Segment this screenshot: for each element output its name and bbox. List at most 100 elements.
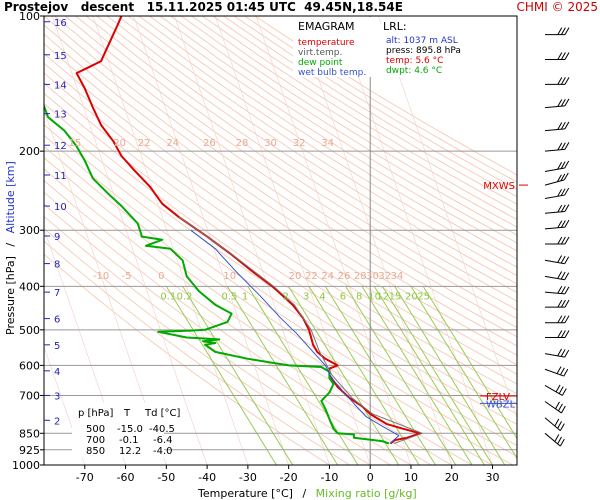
dry-adiabat bbox=[107, 16, 517, 285]
wind-barb-feather bbox=[555, 401, 560, 410]
dry-adiabat bbox=[44, 72, 517, 395]
wind-barb-feather bbox=[557, 220, 563, 229]
altitude-label: 15 bbox=[54, 51, 67, 62]
dry-adiabat-label: 28 bbox=[354, 271, 367, 282]
wind-barb-feather bbox=[557, 52, 563, 60]
dry-adiabat-label: 26 bbox=[203, 138, 216, 149]
mixing-ratio-label: 12 bbox=[376, 291, 389, 302]
wind-barb-feather bbox=[560, 161, 566, 169]
wind-barb-shaft bbox=[544, 401, 562, 414]
lrl-title: LRL: bbox=[383, 20, 407, 33]
table-row-700-p: 700 bbox=[86, 435, 105, 446]
wind-barb-feather bbox=[557, 236, 563, 245]
wind-barb-feather bbox=[557, 122, 563, 130]
y-tick-label: 600 bbox=[19, 359, 40, 372]
wind-barb-feather bbox=[555, 384, 561, 393]
mixing-ratio-line bbox=[361, 286, 473, 465]
series-wet-bulb-temp bbox=[190, 229, 400, 444]
wind-barb-feather bbox=[564, 299, 570, 308]
x-tick-label: -10 bbox=[320, 471, 338, 484]
wind-barb-feather bbox=[557, 255, 563, 263]
wind-barb-feather bbox=[554, 418, 560, 427]
wind-barb-feather bbox=[557, 162, 563, 170]
table-row-700-t: -0.1 bbox=[119, 435, 139, 446]
y-axis-label-separator: / bbox=[4, 243, 17, 247]
isotherm bbox=[51, 16, 208, 465]
altitude-label: 5 bbox=[54, 341, 60, 352]
x-tick-label: -70 bbox=[76, 471, 94, 484]
wind-barb bbox=[544, 401, 566, 414]
dry-adiabat bbox=[223, 16, 517, 198]
wind-barb-feather bbox=[558, 386, 564, 394]
fzlv-label: FZLV bbox=[486, 392, 510, 403]
altitude-label: 7 bbox=[54, 288, 60, 299]
dry-adiabat-label: 30 bbox=[366, 271, 379, 282]
wind-barb-feather bbox=[561, 388, 567, 396]
dry-adiabat-label: -5 bbox=[121, 271, 131, 282]
wind-barb-feather bbox=[563, 368, 569, 377]
wind-barb-feather bbox=[560, 27, 566, 35]
wind-barb-feather bbox=[559, 438, 565, 447]
y-tick-label: 700 bbox=[19, 389, 40, 402]
y-tick-label: 200 bbox=[19, 145, 40, 158]
dry-adiabat bbox=[44, 82, 517, 405]
wind-barb bbox=[545, 236, 570, 245]
wind-barb-feather bbox=[557, 330, 563, 338]
wind-barb-feather bbox=[564, 27, 570, 35]
mixing-ratio-line bbox=[247, 286, 359, 465]
altitude-label: 16 bbox=[54, 18, 67, 29]
altitude-label: 8 bbox=[54, 260, 60, 271]
wind-barb-feather bbox=[557, 403, 563, 412]
legend-box bbox=[293, 17, 377, 77]
table-row-850-t: 12.2 bbox=[119, 446, 141, 457]
dry-adiabat bbox=[75, 16, 517, 311]
wind-barb-feather bbox=[564, 272, 570, 281]
altitude-label: 6 bbox=[54, 315, 60, 326]
wind-barb-shaft bbox=[544, 368, 564, 377]
wind-barb-feather bbox=[564, 330, 570, 338]
altitude-label: 11 bbox=[54, 171, 67, 182]
dry-adiabat bbox=[159, 16, 517, 244]
wind-barb-feather bbox=[560, 77, 566, 85]
x-tick-label: -30 bbox=[239, 471, 257, 484]
y-tick-label: 500 bbox=[19, 324, 40, 337]
wind-barb-feather bbox=[557, 189, 563, 197]
mixing-ratio-label: 2 bbox=[283, 291, 289, 302]
mixing-ratio-label: 4 bbox=[319, 291, 325, 302]
dry-adiabat bbox=[191, 16, 517, 220]
wind-barb bbox=[544, 219, 570, 230]
wind-barb-feather bbox=[557, 285, 563, 294]
dry-adiabat bbox=[44, 62, 517, 385]
wind-barb-feather bbox=[557, 77, 563, 85]
wind-barb-feather bbox=[564, 98, 570, 107]
series-temperature bbox=[75, 16, 421, 445]
wind-barb-feather bbox=[564, 315, 570, 323]
y-tick-label: 925 bbox=[19, 444, 40, 457]
lrl-press: press: 895.8 hPa bbox=[386, 46, 461, 56]
table-row-500-t: -15.0 bbox=[117, 424, 143, 435]
dry-adiabat bbox=[170, 16, 517, 236]
mixing-ratio-line bbox=[165, 286, 277, 465]
wind-barb-feather bbox=[560, 315, 566, 323]
dry-adiabat bbox=[64, 16, 517, 320]
mixing-ratio-line bbox=[345, 286, 457, 465]
legend-dew-point: dew point bbox=[298, 58, 343, 68]
mixing-ratio-label: 0.1 bbox=[160, 291, 176, 302]
mixing-ratio-line bbox=[382, 286, 493, 465]
wind-barb-feather bbox=[557, 271, 563, 279]
altitude-label: 2 bbox=[54, 416, 60, 427]
wind-barb bbox=[544, 204, 570, 214]
wind-barb bbox=[544, 348, 570, 358]
wind-barb-feather bbox=[557, 27, 563, 35]
mixing-ratio-label: 8 bbox=[356, 291, 362, 302]
dry-adiabat-label: 10 bbox=[223, 271, 236, 282]
dry-adiabat-label: 34 bbox=[391, 271, 404, 282]
altitude-label: 4 bbox=[54, 367, 60, 378]
table-header-p: p [hPa] bbox=[78, 408, 113, 419]
wind-barb-feather bbox=[564, 219, 570, 228]
wind-barb-feather bbox=[560, 220, 566, 228]
dry-adiabat bbox=[96, 16, 517, 293]
dry-adiabat-label: -10 bbox=[93, 271, 109, 282]
dry-adiabat-label: 0 bbox=[158, 271, 164, 282]
wind-barb-feather bbox=[564, 121, 570, 130]
